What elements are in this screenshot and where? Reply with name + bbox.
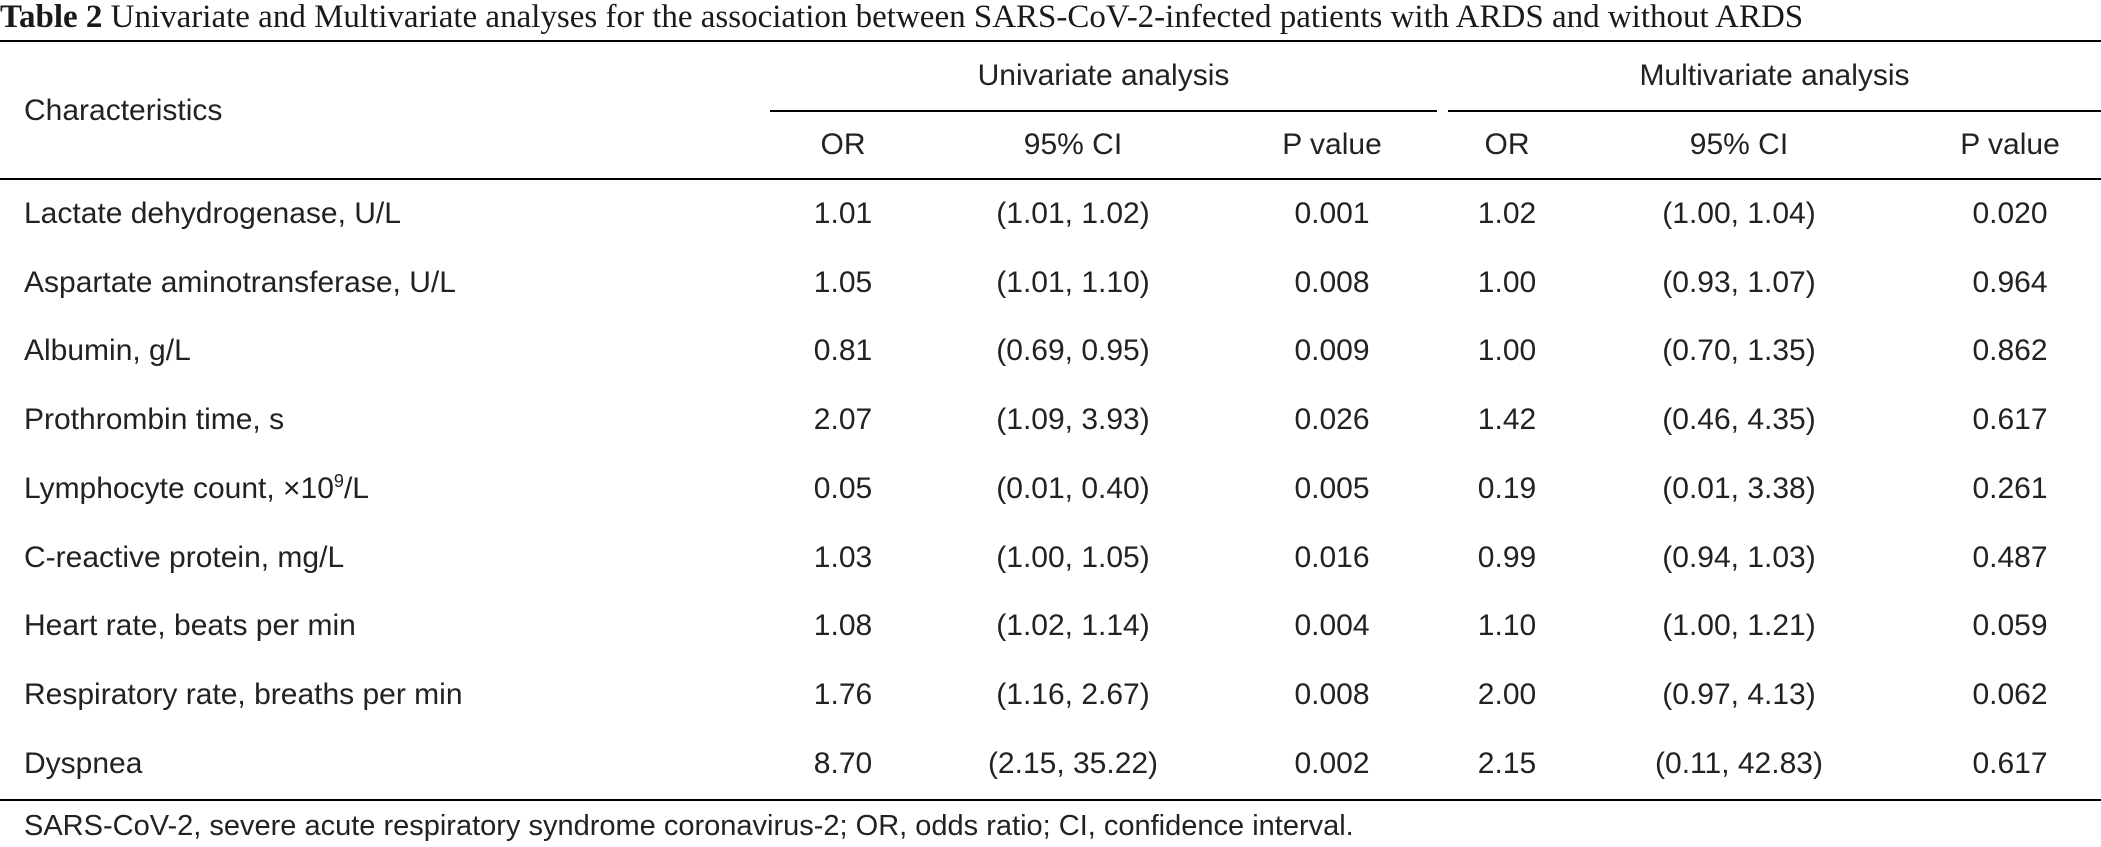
row-label: Prothrombin time, s [24, 403, 285, 436]
multivariate-group-rule [1448, 110, 2101, 112]
row-label: C-reactive protein, mg/L [24, 541, 345, 574]
multivariate-ci: (0.97, 4.13) [1662, 678, 1816, 711]
multivariate-or: 0.19 [1477, 472, 1537, 505]
row-label: Respiratory rate, breaths per min [24, 678, 463, 711]
univariate-p: 0.009 [1294, 334, 1370, 367]
univariate-p: 0.004 [1294, 609, 1370, 642]
univariate-ci-header: 95% CI [1023, 128, 1123, 161]
bottom-rule [0, 799, 2101, 801]
univariate-ci: (0.01, 0.40) [996, 472, 1150, 505]
univariate-p: 0.016 [1294, 541, 1370, 574]
univariate-p: 0.008 [1294, 266, 1370, 299]
table-caption: Table 2 Univariate and Multivariate anal… [0, 0, 2101, 40]
row-label: Heart rate, beats per min [24, 609, 356, 642]
multivariate-p-header: P value [1960, 128, 2060, 161]
univariate-p: 0.008 [1294, 678, 1370, 711]
multivariate-or: 2.15 [1477, 747, 1537, 780]
univariate-or: 0.81 [813, 334, 873, 367]
multivariate-ci: (0.01, 3.38) [1662, 472, 1816, 505]
univariate-p: 0.005 [1294, 472, 1370, 505]
row-label: Albumin, g/L [24, 334, 191, 367]
multivariate-p: 0.617 [1972, 747, 2048, 780]
multivariate-p: 0.964 [1972, 266, 2048, 299]
univariate-or: 1.08 [813, 609, 873, 642]
multivariate-p: 0.059 [1972, 609, 2048, 642]
univariate-ci: (2.15, 35.22) [987, 747, 1159, 780]
multivariate-ci-header: 95% CI [1689, 128, 1789, 161]
univariate-ci: (1.09, 3.93) [996, 403, 1150, 436]
multivariate-ci: (0.46, 4.35) [1662, 403, 1816, 436]
row-label: Dyspnea [24, 747, 143, 780]
multivariate-or: 1.00 [1477, 266, 1537, 299]
univariate-or: 0.05 [813, 472, 873, 505]
multivariate-p: 0.020 [1972, 197, 2048, 230]
table-title: Univariate and Multivariate analyses for… [110, 0, 1804, 35]
univariate-p: 0.026 [1294, 403, 1370, 436]
header-rule [0, 178, 2101, 180]
multivariate-ci: (0.11, 42.83) [1655, 747, 1823, 780]
univariate-ci: (1.02, 1.14) [996, 609, 1150, 642]
multivariate-or: 0.99 [1477, 541, 1537, 574]
univariate-ci: (0.69, 0.95) [996, 334, 1150, 367]
univariate-ci: (1.16, 2.67) [996, 678, 1150, 711]
multivariate-ci: (0.93, 1.07) [1662, 266, 1816, 299]
multivariate-ci: (0.94, 1.03) [1662, 541, 1816, 574]
multivariate-ci: (0.70, 1.35) [1662, 334, 1816, 367]
multivariate-p: 0.261 [1972, 472, 2048, 505]
characteristics-header: Characteristics [24, 94, 223, 127]
multivariate-or: 1.02 [1477, 197, 1537, 230]
table-footnote: SARS-CoV-2, severe acute respiratory syn… [24, 810, 1354, 842]
univariate-or: 1.76 [813, 678, 873, 711]
multivariate-ci: (1.00, 1.04) [1662, 197, 1816, 230]
multivariate-or: 1.00 [1477, 334, 1537, 367]
univariate-p-header: P value [1282, 128, 1382, 161]
top-rule [0, 40, 2101, 42]
univariate-or: 2.07 [813, 403, 873, 436]
multivariate-header: Multivariate analysis [1639, 59, 1910, 92]
row-label: Lymphocyte count, ×109/L [24, 471, 369, 505]
univariate-or: 1.03 [813, 541, 873, 574]
univariate-ci: (1.01, 1.10) [996, 266, 1150, 299]
row-label: Aspartate aminotransferase, U/L [24, 266, 456, 299]
univariate-header: Univariate analysis [977, 59, 1230, 92]
multivariate-p: 0.617 [1972, 403, 2048, 436]
univariate-p: 0.002 [1294, 747, 1370, 780]
multivariate-p: 0.062 [1972, 678, 2048, 711]
multivariate-ci: (1.00, 1.21) [1662, 609, 1816, 642]
multivariate-p: 0.487 [1972, 541, 2048, 574]
univariate-group-rule [770, 110, 1437, 112]
row-label: Lactate dehydrogenase, U/L [24, 197, 401, 230]
univariate-ci: (1.01, 1.02) [996, 197, 1150, 230]
univariate-p: 0.001 [1294, 197, 1370, 230]
multivariate-or: 1.10 [1477, 609, 1537, 642]
univariate-ci: (1.00, 1.05) [996, 541, 1150, 574]
multivariate-or: 1.42 [1477, 403, 1537, 436]
univariate-or: 1.01 [813, 197, 873, 230]
univariate-or-header: OR [820, 128, 866, 161]
univariate-or: 1.05 [813, 266, 873, 299]
univariate-or: 8.70 [813, 747, 873, 780]
table-number: Table 2 [0, 0, 103, 35]
multivariate-p: 0.862 [1972, 334, 2048, 367]
multivariate-or-header: OR [1484, 128, 1530, 161]
multivariate-or: 2.00 [1477, 678, 1537, 711]
